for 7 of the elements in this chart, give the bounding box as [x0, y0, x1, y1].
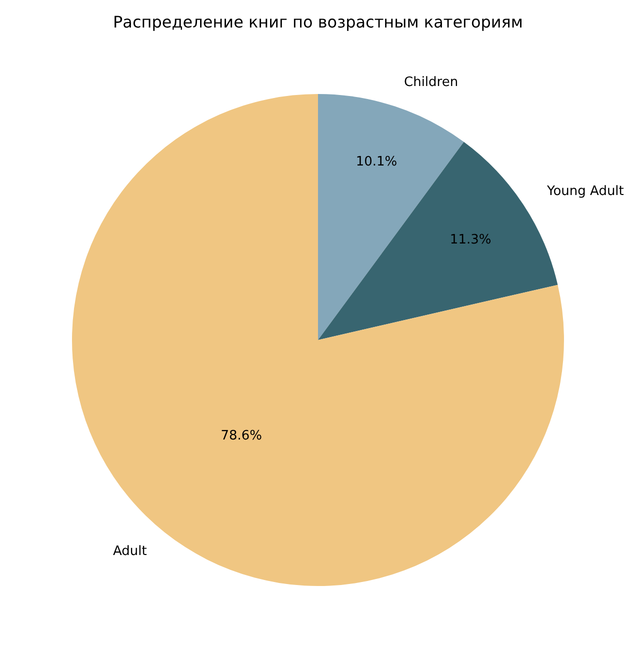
data-label: 78.6% [220, 428, 262, 444]
slice-label: Young Adult [546, 184, 624, 199]
slice-label: Adult [113, 544, 147, 559]
data-label: 11.3% [450, 232, 492, 248]
chart-title: Распределение книг по возрастным категориям [113, 12, 523, 32]
data-label: 10.1% [356, 154, 398, 170]
slice-label: Children [404, 75, 458, 90]
